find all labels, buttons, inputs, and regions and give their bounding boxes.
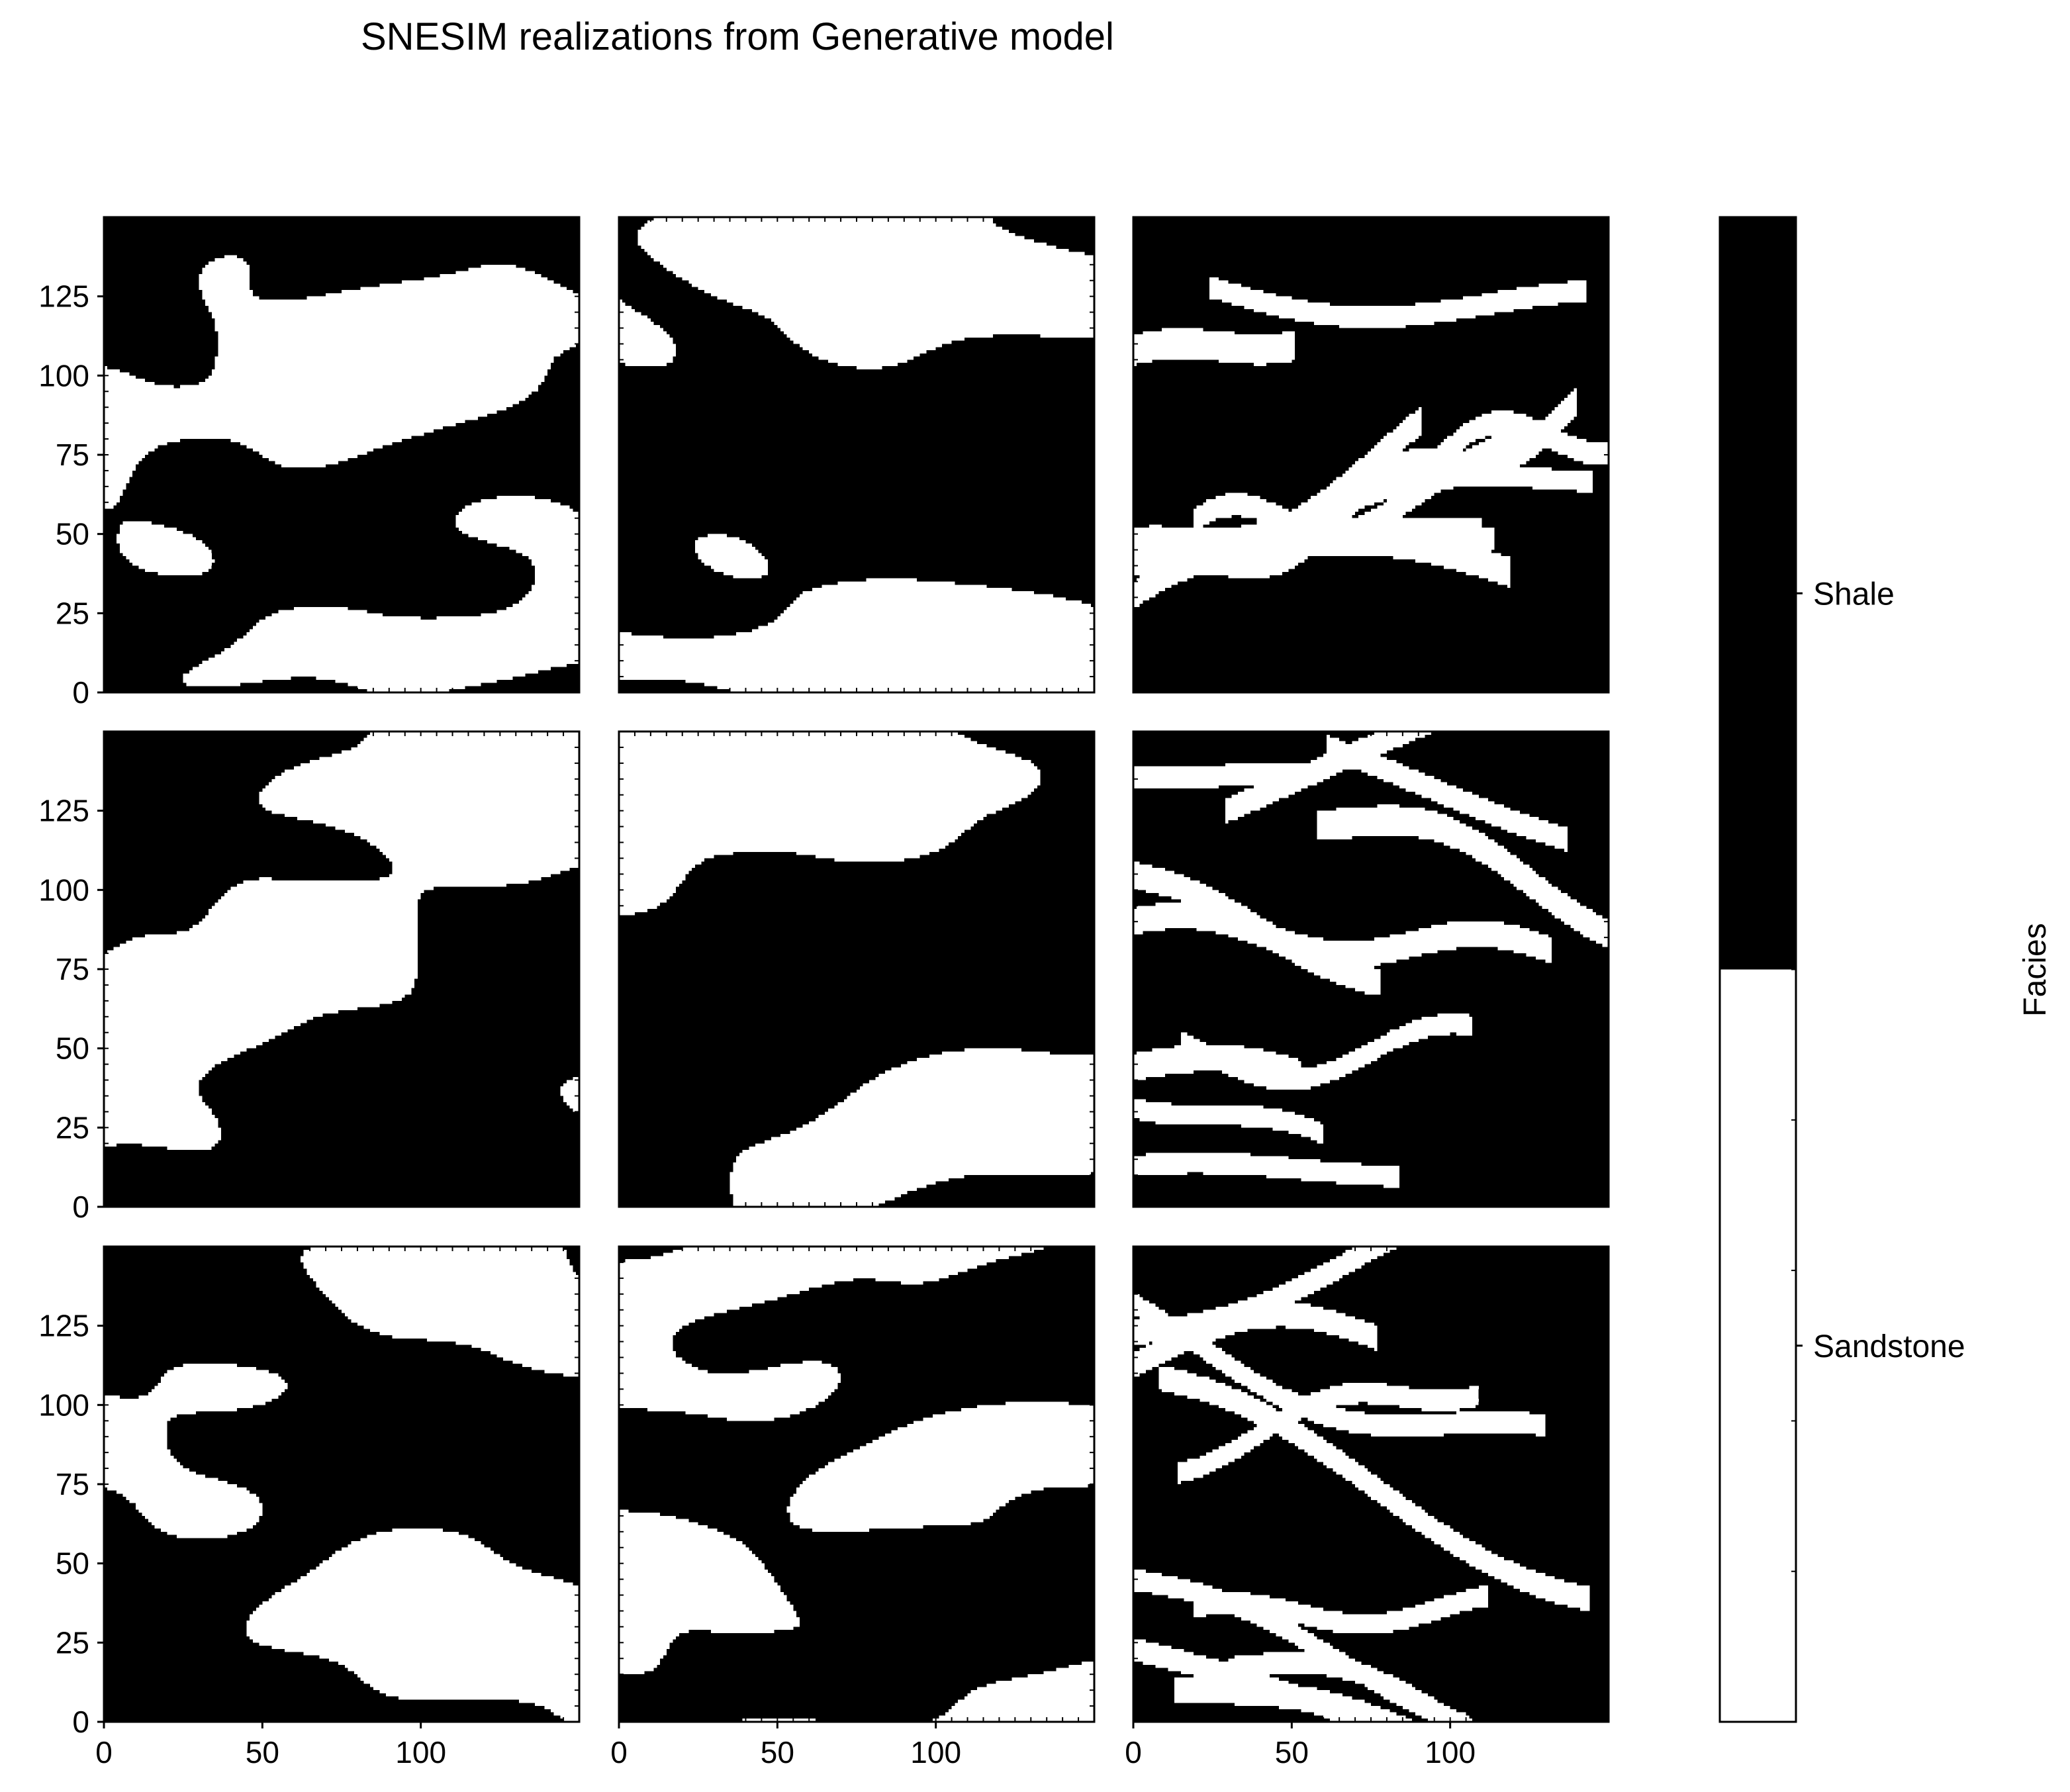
realization-panel-2 [619,217,1094,692]
x-tick-label: 0 [1125,1735,1142,1769]
x-tick-label: 50 [246,1735,279,1769]
realization-panel-5 [619,731,1094,1207]
realization-panel-9: 0 50 100 [1125,1247,1609,1769]
realization-panel-7: 0 25 50 75 100 125 0 50 100 [38,1247,579,1769]
colorbar: Shale Sandstone Facies [1720,217,2053,1722]
y-tick-label: 75 [56,438,89,472]
realization-panel-8: 0 50 100 [610,1247,1094,1769]
y-tick-label: 50 [56,517,89,551]
colorbar-label: Facies [2018,923,2053,1016]
realization-panel-1: 0 25 50 75 100 125 [38,217,579,710]
y-tick-label: 50 [56,1031,89,1066]
colorbar-tick-label: Shale [1813,577,1895,612]
y-tick-label: 0 [72,1190,89,1224]
y-tick-label: 100 [38,358,89,393]
y-tick-label: 125 [38,794,89,828]
x-tick-label: 100 [910,1735,961,1769]
y-tick-label: 25 [56,1625,89,1660]
y-tick-label: 50 [56,1546,89,1581]
y-tick-label: 75 [56,1467,89,1501]
y-tick-label: 0 [72,675,89,710]
realization-panel-6 [1133,731,1609,1207]
x-tick-label: 100 [1425,1735,1476,1769]
x-tick-label: 100 [395,1735,446,1769]
x-tick-label: 0 [95,1735,113,1769]
x-tick-label: 50 [761,1735,794,1769]
y-tick-label: 125 [38,279,89,314]
x-tick-label: 0 [610,1735,628,1769]
y-tick-label: 0 [72,1705,89,1739]
realization-panel-3 [1133,217,1609,692]
panels-grid: 0255075100125025507510012502550751001250… [38,217,1609,1769]
y-tick-label: 25 [56,596,89,630]
colorbar-segment-shale [1720,217,1796,970]
colorbar-tick-label: Sandstone [1813,1329,1965,1364]
y-tick-label: 125 [38,1309,89,1343]
realization-panel-4: 0 25 50 75 100 125 [38,731,579,1224]
y-tick-label: 75 [56,952,89,986]
colorbar-segment-sandstone [1720,970,1796,1722]
y-tick-label: 25 [56,1110,89,1145]
chart-title: SNESIM realizations from Generative mode… [361,15,1114,58]
y-tick-label: 100 [38,872,89,907]
y-tick-label: 100 [38,1388,89,1422]
x-tick-label: 50 [1275,1735,1309,1769]
